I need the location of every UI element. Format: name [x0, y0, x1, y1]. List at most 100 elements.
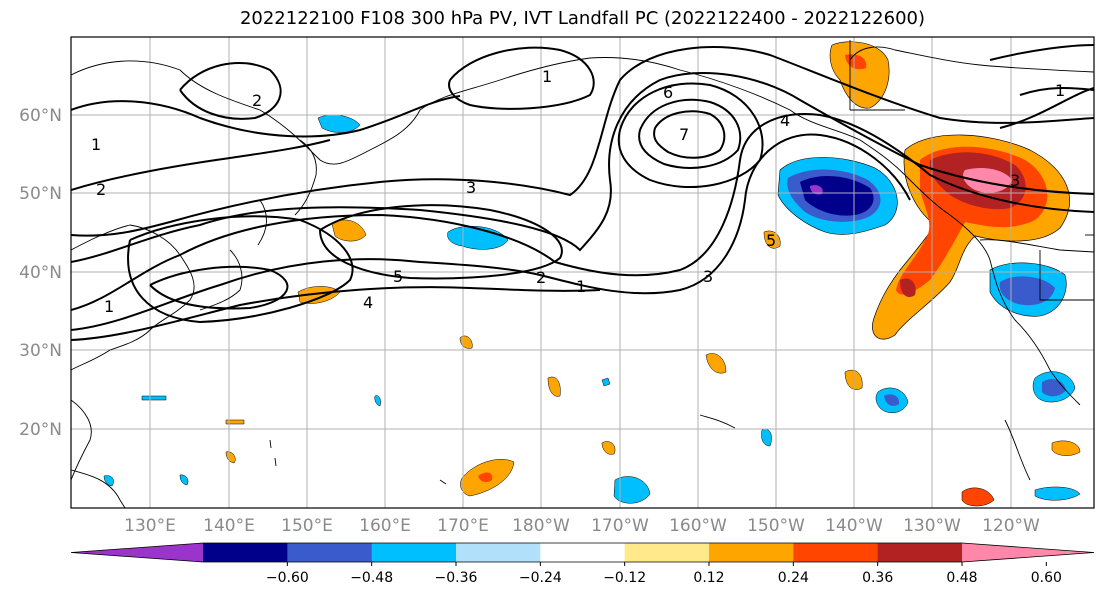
- contour-label: 1: [91, 135, 101, 154]
- ivt-negative-small-5: [374, 395, 381, 407]
- colorbar-tick-label: −0.24: [519, 570, 562, 586]
- pv-contour-7: [319, 204, 563, 280]
- contour-label: 2: [536, 268, 546, 287]
- ivt-negative-small-2: [141, 395, 167, 401]
- contour-label: 5: [766, 231, 776, 250]
- colorbar-extend-low: [71, 543, 203, 562]
- ivt-negative-small-1: [761, 428, 772, 447]
- ivt-positive-south-2: [601, 441, 616, 455]
- coastlines: [71, 40, 1094, 508]
- pv-contour-3: [71, 113, 1094, 311]
- colorbar-tick-label: −0.12: [603, 570, 646, 586]
- ivt-positive-small-6: [225, 419, 245, 425]
- pv-contour-12: [179, 62, 282, 120]
- lat-label: 60°N: [19, 106, 62, 126]
- pv-contour-15: [71, 139, 331, 191]
- pv-contour-18: [1019, 86, 1094, 96]
- pv-contour-10: [638, 98, 742, 169]
- lat-label: 40°N: [19, 263, 62, 283]
- pv-contour-9: [617, 82, 764, 189]
- contour-label: 4: [363, 293, 373, 312]
- ivt-positive-small-7: [225, 451, 236, 464]
- pv-contour-11: [653, 110, 726, 159]
- pv-contour-5: [71, 286, 601, 341]
- ivt-positive-south-1-core: [478, 472, 493, 483]
- lat-label: 20°N: [19, 420, 62, 440]
- colorbar-segment: [456, 543, 541, 562]
- ivt-negative-subtropic-core: [884, 394, 900, 406]
- ivt-negative-south-2: [1034, 486, 1081, 501]
- plot-frame: [70, 36, 1095, 509]
- pv-contour-16: [999, 87, 1094, 129]
- colorbar-tick-label: 0.60: [1031, 570, 1062, 586]
- contour-label: 1: [576, 277, 586, 296]
- longitude-labels: 130°E 140°E 150°E 160°E 170°E 180°W 170°…: [124, 516, 1040, 536]
- colorbar-tick-label: 0.24: [778, 570, 809, 586]
- pv-contour-4: [71, 133, 911, 331]
- colorbar-tick-label: −0.48: [350, 570, 393, 586]
- ivt-positive-small-2: [705, 353, 727, 374]
- contour-label: 1: [542, 67, 552, 86]
- lon-label: 140°E: [203, 516, 255, 536]
- colorbar-tick-label: 0.36: [862, 570, 893, 586]
- latitude-labels: 60°N 50°N 40°N 30°N 20°N: [19, 106, 62, 440]
- lon-label: 160°W: [669, 516, 727, 536]
- ivt-positive-spot: [900, 278, 916, 298]
- ivt-positive-south-3: [1051, 440, 1081, 456]
- plot-area: 1 2 3 4 5 6 7 2 1 3 4 5 1 2 1 1 3: [71, 37, 1094, 508]
- colorbar-tick-label: −0.36: [435, 570, 478, 586]
- ivt-positive-south-4: [961, 487, 995, 507]
- pv-contour-labels: 1 2 3 4 5 6 7 2 1 3 4 5 1 2 1 1 3: [91, 67, 1065, 316]
- colorbar-tick-label: 0.48: [946, 570, 977, 586]
- contour-label: 5: [393, 267, 403, 286]
- colorbar-tick-label: 0.12: [693, 570, 724, 586]
- graticule: [71, 37, 1094, 508]
- pv-contour-1: [71, 46, 1094, 237]
- ivt-negative-gulf-peak: [810, 185, 823, 195]
- pv-contour-17: [989, 44, 1094, 61]
- ivt-positive-japan-sea: [331, 219, 367, 242]
- lat-label: 30°N: [19, 341, 62, 361]
- ivt-negative-small-3: [179, 474, 189, 486]
- colorbar-segment: [371, 543, 457, 562]
- contour-label: 1: [104, 297, 114, 316]
- lon-label: 120°W: [982, 516, 1040, 536]
- contour-label: 3: [466, 178, 476, 197]
- ivt-negative-california-core: [999, 276, 1055, 306]
- ivt-positive-small-4: [547, 376, 561, 397]
- pv-contour-14: [71, 95, 461, 138]
- ivt-positive-max: [963, 168, 1012, 193]
- colorbar-extend-high: [962, 543, 1094, 562]
- ivt-positive-alaska: [829, 41, 890, 109]
- lon-label: 130°E: [124, 516, 176, 536]
- contour-label: 6: [663, 83, 673, 102]
- lat-label: 50°N: [19, 184, 62, 204]
- colorbar-segment: [540, 543, 626, 562]
- contour-label: 1: [1055, 81, 1065, 100]
- lon-label: 180°W: [512, 516, 570, 536]
- pv-contours: [71, 44, 1094, 341]
- lon-label: 130°W: [903, 516, 961, 536]
- contour-label: 3: [1010, 171, 1020, 190]
- lon-label: 150°E: [281, 516, 333, 536]
- colorbar-segment: [287, 543, 373, 562]
- colorbar-segment: [624, 543, 710, 562]
- colorbar-segment: [203, 543, 288, 562]
- ivt-negative-south-1: [613, 476, 651, 504]
- colorbar-segment: [709, 543, 794, 562]
- colorbar-segment: [877, 543, 963, 562]
- colorbar: −0.60 −0.48 −0.36 −0.24 −0.12 0.12 0.24 0.36 0.4…: [70, 542, 1095, 586]
- lon-label: 170°W: [591, 516, 649, 536]
- colorbar-tick-label: −0.60: [266, 570, 309, 586]
- contour-label: 2: [96, 180, 106, 199]
- ivt-negative-small-6: [601, 377, 611, 387]
- contour-label: 7: [679, 125, 689, 144]
- ivt-negative-small-4: [103, 475, 114, 487]
- lon-label: 140°W: [825, 516, 883, 536]
- lon-label: 170°E: [437, 516, 489, 536]
- lon-label: 150°W: [747, 516, 805, 536]
- pv-contour-8: [149, 265, 289, 310]
- contour-label: 2: [252, 91, 262, 110]
- contour-label: 3: [703, 267, 713, 286]
